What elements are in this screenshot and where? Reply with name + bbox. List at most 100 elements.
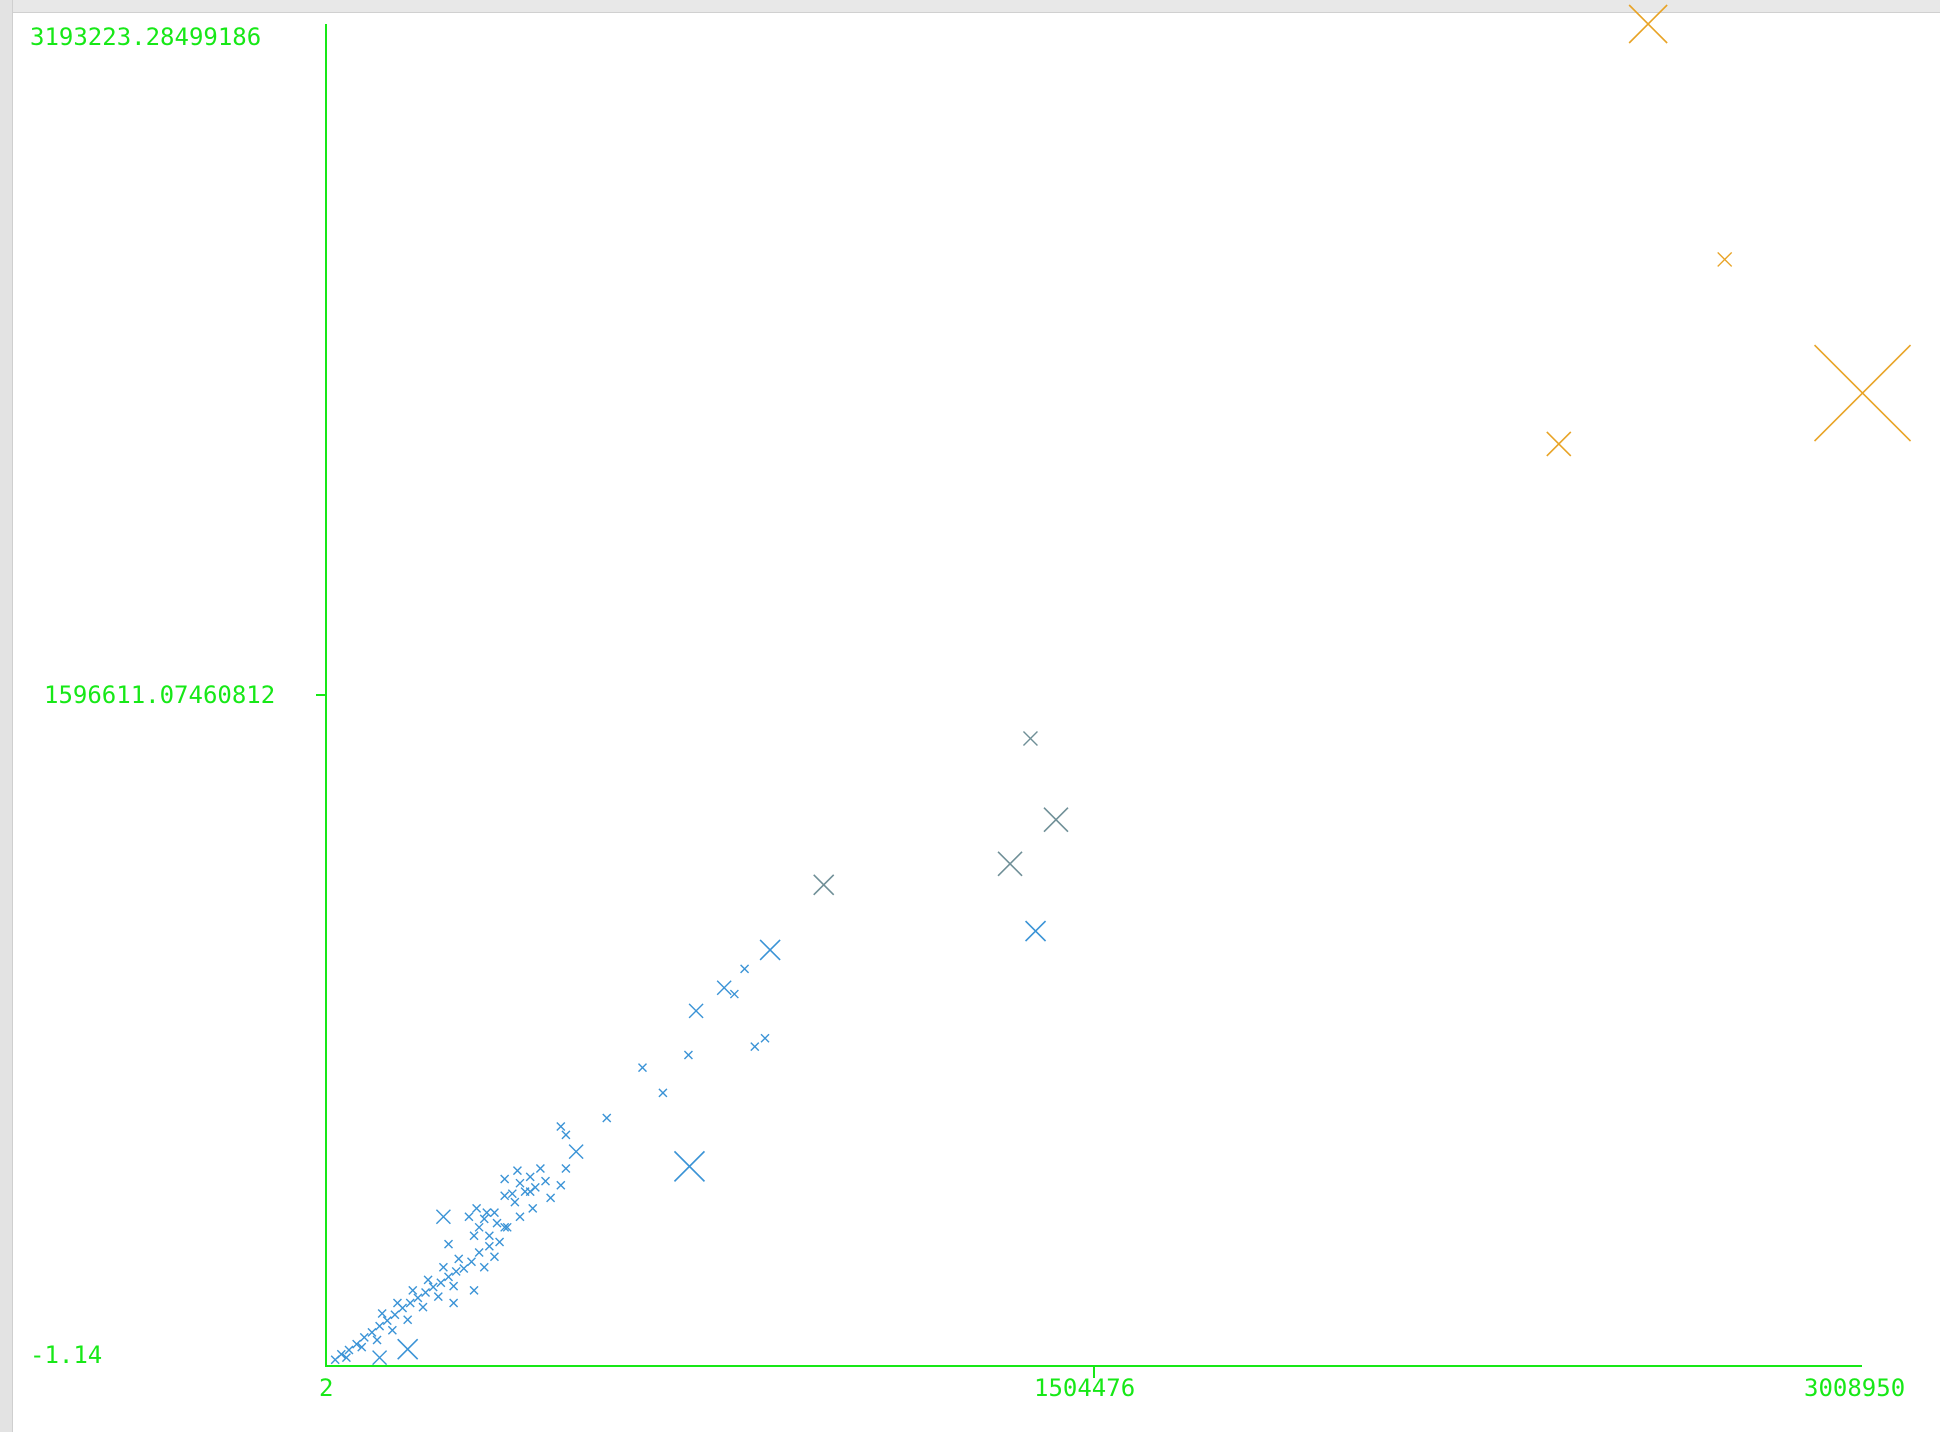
point-blue-15: [444, 1272, 454, 1282]
point-gray-0: [813, 874, 835, 896]
y-tick-label-mid: 1596611.07460812: [44, 681, 275, 709]
point-orange-2: [1546, 431, 1572, 457]
chart-axes: [316, 24, 1862, 1378]
point-blue-4: [359, 1332, 369, 1342]
point-blue-60: [515, 1178, 525, 1188]
point-blue-59: [500, 1174, 510, 1184]
point-blue-26: [449, 1281, 459, 1291]
point-orange-1: [1717, 251, 1733, 267]
point-blue-34: [397, 1338, 419, 1360]
point-blue-31: [438, 1262, 448, 1272]
point-blue-18: [466, 1257, 476, 1267]
point-blue-43: [500, 1222, 510, 1232]
point-blue-82: [740, 964, 750, 974]
point-blue-65: [541, 1176, 550, 1186]
point-blue-81: [729, 989, 739, 999]
y-tick-label-bottom: -1.14: [30, 1341, 102, 1369]
point-blue-7: [382, 1316, 392, 1326]
window-top-bar: [0, 0, 1940, 13]
point-blue-13: [428, 1282, 438, 1292]
point-blue-85: [759, 939, 781, 961]
point-blue-35: [474, 1248, 484, 1258]
point-blue-19: [341, 1353, 351, 1363]
point-blue-87: [1024, 920, 1047, 942]
point-blue-54: [502, 1222, 512, 1232]
point-blue-71: [444, 1239, 454, 1249]
point-blue-66: [500, 1191, 510, 1201]
point-blue-36: [484, 1241, 494, 1251]
x-tick-label-mid: 1504476: [1034, 1374, 1135, 1402]
point-blue-77: [683, 1050, 693, 1060]
point-blue-83: [760, 1033, 770, 1043]
point-blue-8: [390, 1310, 400, 1320]
point-blue-53: [482, 1208, 492, 1218]
point-blue-73: [561, 1130, 571, 1140]
point-blue-12: [421, 1287, 431, 1297]
point-blue-33: [372, 1350, 388, 1366]
point-blue-55: [510, 1197, 520, 1207]
point-blue-50: [474, 1222, 484, 1232]
point-blue-2: [344, 1345, 354, 1355]
point-blue-22: [387, 1325, 397, 1335]
point-blue-17: [459, 1264, 469, 1273]
point-blue-72: [556, 1121, 566, 1131]
point-blue-28: [392, 1298, 402, 1308]
point-blue-29: [408, 1285, 418, 1295]
point-blue-78: [568, 1144, 584, 1160]
point-blue-42: [484, 1231, 494, 1241]
point-blue-16: [451, 1266, 461, 1276]
point-blue-45: [528, 1203, 538, 1213]
point-blue-70: [435, 1209, 451, 1225]
point-blue-25: [433, 1292, 443, 1302]
point-blue-49: [469, 1231, 479, 1241]
point-blue-44: [515, 1212, 525, 1222]
point-blue-27: [377, 1308, 387, 1318]
point-blue-6: [375, 1321, 385, 1331]
x-tick-label-end: 3008950: [1804, 1374, 1905, 1402]
point-blue-84: [750, 1042, 760, 1052]
point-blue-23: [403, 1315, 413, 1325]
point-blue-46: [546, 1193, 556, 1203]
data-points: [330, 4, 1912, 1366]
point-blue-61: [525, 1172, 535, 1182]
point-blue-41: [489, 1252, 499, 1262]
point-blue-39: [469, 1285, 479, 1295]
point-blue-67: [507, 1189, 517, 1199]
point-blue-37: [495, 1237, 505, 1247]
point-gray-1: [997, 851, 1023, 877]
point-blue-20: [357, 1342, 367, 1352]
point-orange-0: [1628, 4, 1668, 44]
point-blue-74: [602, 1113, 612, 1123]
point-blue-14: [436, 1278, 446, 1288]
point-blue-30: [423, 1275, 433, 1285]
x-tick-label-start: 2: [319, 1374, 333, 1402]
point-blue-1: [336, 1349, 346, 1359]
window-left-edge: [0, 0, 13, 1432]
point-blue-64: [535, 1163, 545, 1173]
point-blue-21: [372, 1335, 382, 1345]
point-blue-38: [449, 1298, 459, 1308]
point-blue-47: [556, 1180, 566, 1190]
tick-labels: 3193223.28499186 1596611.07460812 -1.14 …: [30, 23, 1905, 1402]
point-blue-76: [658, 1088, 668, 1098]
point-gray-3: [1022, 731, 1038, 747]
point-blue-11: [413, 1293, 423, 1303]
point-blue-48: [561, 1163, 571, 1173]
point-blue-69: [525, 1187, 535, 1197]
point-blue-79: [688, 1003, 704, 1019]
point-blue-86: [673, 1150, 706, 1182]
point-blue-5: [367, 1327, 377, 1337]
point-blue-10: [405, 1298, 415, 1308]
point-blue-32: [454, 1254, 464, 1264]
point-orange-3: [1813, 344, 1912, 442]
y-tick-label-top: 3193223.28499186: [30, 23, 261, 51]
point-blue-75: [638, 1063, 647, 1073]
point-blue-3: [352, 1339, 362, 1349]
point-blue-58: [512, 1166, 522, 1176]
point-blue-57: [472, 1203, 482, 1213]
point-blue-68: [489, 1208, 499, 1218]
point-blue-56: [464, 1212, 474, 1222]
point-blue-24: [418, 1302, 428, 1312]
point-blue-51: [479, 1214, 489, 1224]
